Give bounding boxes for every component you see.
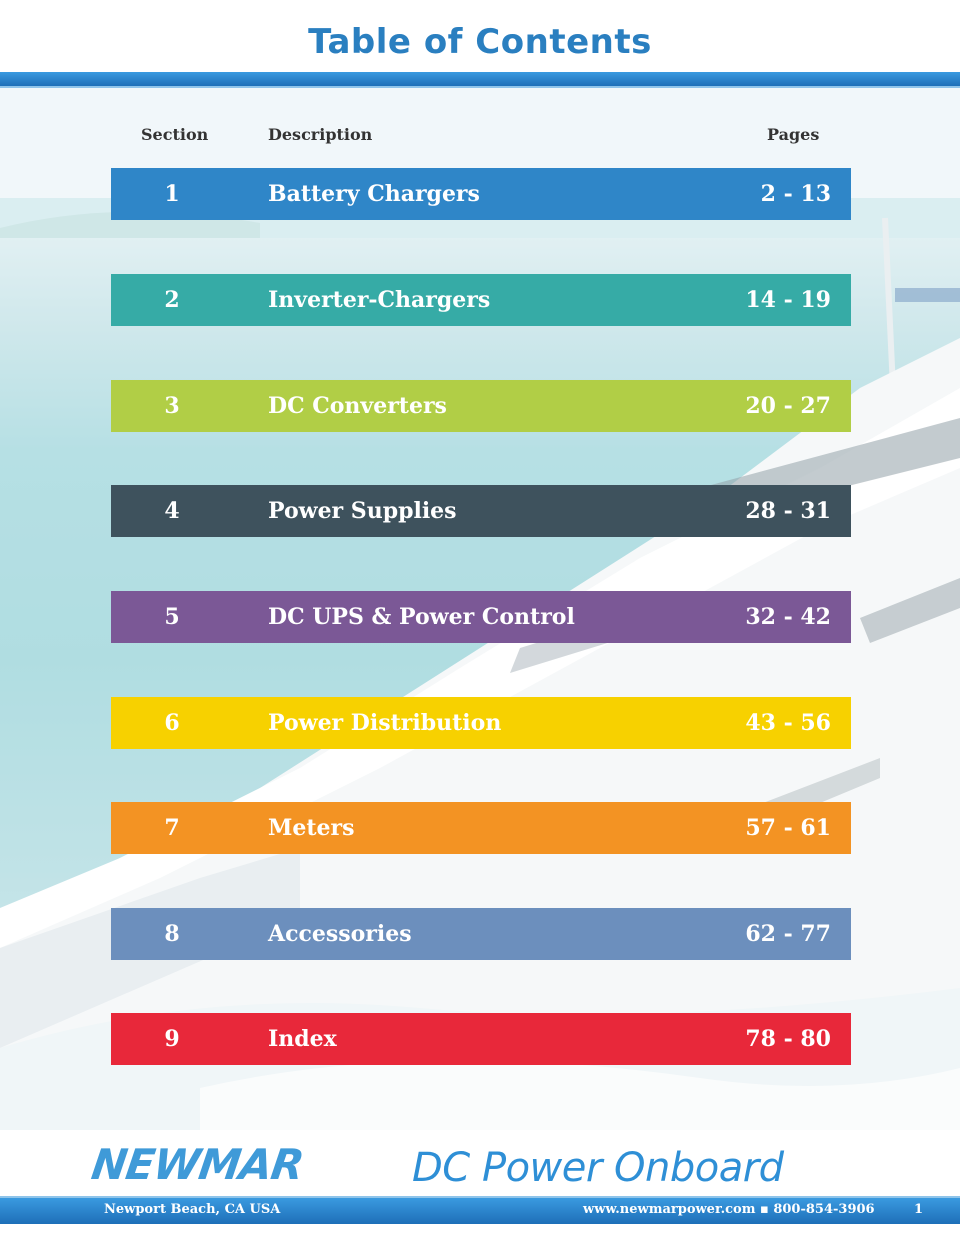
footer-contact: www.newmarpower.com ▪ 800-854-3906 <box>583 1202 875 1217</box>
toc-section-number: 4 <box>164 498 180 524</box>
toc-page-range: 57 - 61 <box>745 815 831 841</box>
top-divider-bar <box>0 72 960 88</box>
toc-section-number: 6 <box>164 710 180 736</box>
toc-description: Meters <box>268 815 355 841</box>
toc-row[interactable]: 5 DC UPS & Power Control 32 - 42 <box>111 591 851 643</box>
toc-description: Power Supplies <box>268 498 457 524</box>
toc-row[interactable]: 8 Accessories 62 - 77 <box>111 908 851 960</box>
footer-bar <box>0 1196 960 1224</box>
page-title: Table of Contents <box>308 22 652 62</box>
toc-section-number: 3 <box>164 393 180 419</box>
toc-section-number: 1 <box>164 181 180 207</box>
toc-page-range: 78 - 80 <box>745 1026 831 1052</box>
toc-section-number: 8 <box>164 921 180 947</box>
toc-row[interactable]: 1 Battery Chargers 2 - 13 <box>111 168 851 220</box>
brand-tagline: DC Power Onboard <box>412 1145 784 1191</box>
column-header-description: Description <box>268 125 373 144</box>
toc-description: Accessories <box>268 921 412 947</box>
toc-description: DC Converters <box>268 393 447 419</box>
footer-page-number: 1 <box>914 1202 924 1217</box>
newmar-logo: NEWMAR <box>88 1140 307 1189</box>
toc-row[interactable]: 9 Index 78 - 80 <box>111 1013 851 1065</box>
toc-page-range: 32 - 42 <box>745 604 831 630</box>
toc-page-range: 62 - 77 <box>745 921 831 947</box>
toc-row[interactable]: 4 Power Supplies 28 - 31 <box>111 485 851 537</box>
toc-section-number: 9 <box>164 1026 180 1052</box>
column-header-pages: Pages <box>767 125 820 144</box>
toc-row[interactable]: 7 Meters 57 - 61 <box>111 802 851 854</box>
footer-location: Newport Beach, CA USA <box>104 1202 281 1217</box>
toc-section-number: 2 <box>164 287 180 313</box>
toc-page-range: 20 - 27 <box>745 393 831 419</box>
toc-page-range: 43 - 56 <box>745 710 831 736</box>
toc-section-number: 5 <box>164 604 180 630</box>
toc-description: DC UPS & Power Control <box>268 604 575 630</box>
toc-section-number: 7 <box>164 815 180 841</box>
toc-description: Index <box>268 1026 337 1052</box>
column-header-section: Section <box>141 125 209 144</box>
toc-description: Power Distribution <box>268 710 502 736</box>
toc-row[interactable]: 2 Inverter-Chargers 14 - 19 <box>111 274 851 326</box>
toc-description: Inverter-Chargers <box>268 287 491 313</box>
toc-row[interactable]: 6 Power Distribution 43 - 56 <box>111 697 851 749</box>
toc-description: Battery Chargers <box>268 181 480 207</box>
toc-page-range: 2 - 13 <box>760 181 831 207</box>
toc-row[interactable]: 3 DC Converters 20 - 27 <box>111 380 851 432</box>
toc-page-range: 14 - 19 <box>745 287 831 313</box>
toc-page-range: 28 - 31 <box>745 498 831 524</box>
